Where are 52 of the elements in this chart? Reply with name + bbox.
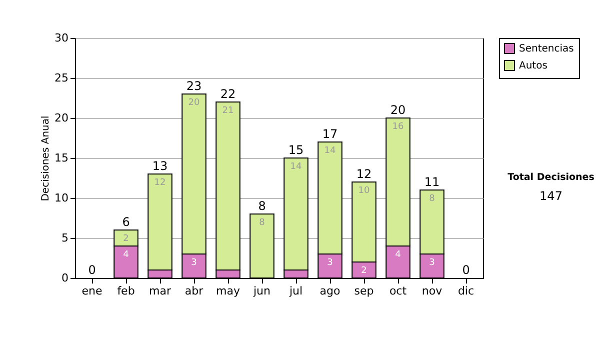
y-tick-label: 15 <box>54 152 68 164</box>
data-label: 3 <box>429 258 435 268</box>
y-axis-title: Decisiones Anual <box>40 116 52 202</box>
data-label: 4 <box>395 250 402 260</box>
y-tick-label: 0 <box>62 272 68 284</box>
x-tick-label: mar <box>149 284 172 298</box>
x-tick-label: ene <box>82 284 102 298</box>
y-tick-label: 30 <box>54 32 68 44</box>
data-label: 21 <box>222 106 234 116</box>
total-label: 20 <box>390 103 406 117</box>
data-label: 4 <box>123 250 130 260</box>
data-label: 8 <box>259 218 266 228</box>
x-tick-label: abr <box>184 284 204 298</box>
total-label: 0 <box>88 263 96 277</box>
y-tick-label: 25 <box>54 72 68 84</box>
total-label: 12 <box>356 167 372 181</box>
data-label: 2 <box>123 234 129 244</box>
data-label: 14 <box>290 162 302 172</box>
data-label: 20 <box>188 98 200 108</box>
total-label: 0 <box>462 263 470 277</box>
data-label: 16 <box>392 122 404 132</box>
legend-label: Autos <box>519 60 548 72</box>
total-label: 23 <box>186 79 202 93</box>
x-tick-label: feb <box>117 284 135 298</box>
data-label: 3 <box>327 258 333 268</box>
text: Total Decisiones <box>506 172 596 183</box>
x-tick-label: oct <box>389 284 408 298</box>
y-tick-label: 10 <box>54 192 68 204</box>
total-label: 8 <box>258 199 266 213</box>
data-label: 12 <box>154 178 166 188</box>
total-label: 17 <box>322 127 338 141</box>
total-label: 13 <box>152 159 168 173</box>
y-tick-label: 5 <box>62 232 68 244</box>
x-tick-label: nov <box>422 284 443 298</box>
x-tick-label: jul <box>288 284 303 298</box>
total-label: 15 <box>288 143 304 157</box>
x-tick-label: dic <box>458 284 474 298</box>
x-tick-label: jun <box>252 284 271 298</box>
data-label: 14 <box>324 146 336 156</box>
x-tick-label: may <box>216 284 240 298</box>
data-label: 8 <box>429 194 436 204</box>
data-label: 2 <box>361 266 367 276</box>
y-tick-label: 20 <box>54 112 68 124</box>
x-tick-label: ago <box>320 284 340 298</box>
data-label: 10 <box>358 186 370 196</box>
legend-label: Sentencias <box>519 44 574 54</box>
total-label: 11 <box>424 175 440 189</box>
total-label: 6 <box>122 215 130 229</box>
text: 147 <box>538 189 564 203</box>
x-tick-label: sep <box>354 284 374 298</box>
total-label: 22 <box>220 87 236 101</box>
data-label: 3 <box>191 258 197 268</box>
